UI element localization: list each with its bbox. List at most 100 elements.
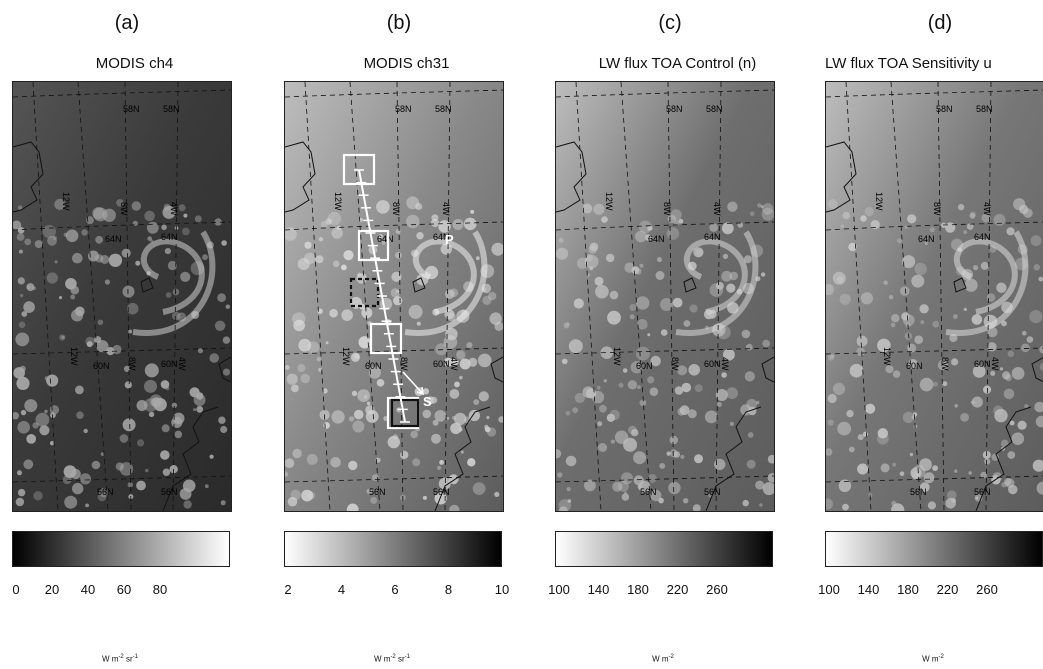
longitude-label: 12W <box>604 192 614 211</box>
coastline <box>556 141 774 511</box>
cloud-blob <box>622 368 628 373</box>
cloud-blob <box>832 271 846 285</box>
cloud-blob <box>366 401 371 406</box>
cloud-blob <box>849 363 864 378</box>
cloud-blob <box>924 241 928 246</box>
cloud-blob <box>678 218 684 224</box>
cloud-blob <box>438 477 451 490</box>
cloud-blob <box>467 458 476 467</box>
cloud-blob <box>160 450 170 460</box>
colorbar-tick-label: 180 <box>897 582 919 597</box>
cloud-blob <box>755 400 760 405</box>
latitude-label: 64N <box>974 232 991 242</box>
cloud-blob <box>214 218 222 226</box>
cloud-blob <box>957 203 965 211</box>
cloud-blob <box>346 503 359 511</box>
cloud-blob <box>183 213 188 218</box>
satellite-map: 58N 58N 64N 64N 60N 60N 56N 56N 12W 12W 8W 8W 4W 4W <box>12 81 232 512</box>
panel-title: MODIS ch31 <box>363 55 450 72</box>
cloud-blob <box>449 504 460 511</box>
cloud-blob <box>1039 362 1043 371</box>
cloud-blob <box>694 454 703 464</box>
cloud-blob <box>165 292 172 298</box>
cloud-blob <box>58 296 63 300</box>
cloud-blob <box>911 274 925 288</box>
cloud-blob <box>585 254 593 262</box>
cloud-blob <box>434 492 447 505</box>
cloud-blob <box>437 465 442 470</box>
cloud-blob <box>951 358 959 366</box>
cloud-blob <box>123 365 131 372</box>
cloud-blob <box>127 482 133 488</box>
cloud-blob <box>673 451 680 458</box>
cloud-blob <box>762 482 774 496</box>
cloud-blob <box>609 409 620 421</box>
cloud-blob <box>304 241 312 249</box>
cloud-blob <box>993 213 1006 226</box>
latitude-label: 58N <box>395 104 412 114</box>
colorbar-tick-label: 60 <box>116 582 132 597</box>
cloud-blob <box>1038 276 1043 282</box>
cloud-blob <box>830 354 835 358</box>
cloud-blob <box>193 394 206 406</box>
cloud-blob <box>214 320 226 331</box>
cloud-blob <box>331 227 343 239</box>
cloud-blob <box>649 387 659 397</box>
sample-box <box>349 277 380 308</box>
cloud-blob <box>1002 371 1011 380</box>
cloud-blob <box>970 400 976 405</box>
cloud-blob <box>21 311 28 317</box>
cloud-blob <box>747 432 754 438</box>
cloud-blob <box>416 232 424 240</box>
cloud-blob <box>891 503 905 511</box>
cloud-blob <box>285 227 297 241</box>
latitude-label: 64N <box>377 234 394 244</box>
cloud-blob <box>63 232 68 237</box>
cloud-blob <box>306 453 318 465</box>
cloud-blob <box>285 458 295 468</box>
cloud-blob <box>638 220 652 234</box>
cloud-blob <box>757 203 762 208</box>
panel-title: LW flux TOA Sensitivity u <box>825 55 992 72</box>
cloud-blob <box>687 409 697 419</box>
longitude-label: 8W <box>399 357 409 371</box>
flight-track-overlay: PS <box>342 153 454 430</box>
cloud-blob <box>761 207 774 221</box>
cloud-blob <box>953 314 958 319</box>
cloud-blob <box>466 342 473 349</box>
cloud-blob <box>743 255 752 264</box>
colorbar-ticks: 2 4 6 8 10 <box>284 582 524 600</box>
cloud-blob <box>304 252 316 265</box>
cloud-blob <box>332 260 340 268</box>
cloud-blob <box>322 388 328 394</box>
cloud-blob <box>484 426 491 433</box>
cloud-blob <box>612 481 623 492</box>
cloud-blob <box>864 207 874 217</box>
panel-c: (c) LW flux TOA Control (n) 58N 58N 64N 64N… <box>548 0 805 669</box>
cloud-blob <box>630 361 643 374</box>
cloud-blob <box>410 430 418 439</box>
cloud-blob <box>391 271 402 282</box>
cloud-blob <box>911 415 916 420</box>
cloud-blob <box>827 354 835 361</box>
cloud-blob <box>565 455 577 467</box>
cloud-blob <box>975 496 979 500</box>
colorbar-tick-label: 220 <box>666 582 689 597</box>
cloud-blob <box>327 211 342 226</box>
cloud-blob <box>601 216 608 223</box>
cloud-blob <box>53 235 57 240</box>
cloud-blob <box>381 240 386 245</box>
cloud-blob <box>119 434 129 443</box>
cloud-blob <box>93 207 108 222</box>
cloud-blob <box>459 358 471 370</box>
latitude-label: 56N <box>704 487 721 497</box>
graticule <box>285 82 503 511</box>
cloud-blob <box>566 322 570 326</box>
colorbar-tick-label: 100 <box>818 582 840 597</box>
sample-box <box>342 153 376 186</box>
cloud-blob <box>744 371 755 382</box>
latitude-label: 58N <box>936 104 953 114</box>
cloud-blob <box>857 463 869 475</box>
latitude-label: 64N <box>648 234 665 244</box>
cloud-blob <box>966 223 974 230</box>
